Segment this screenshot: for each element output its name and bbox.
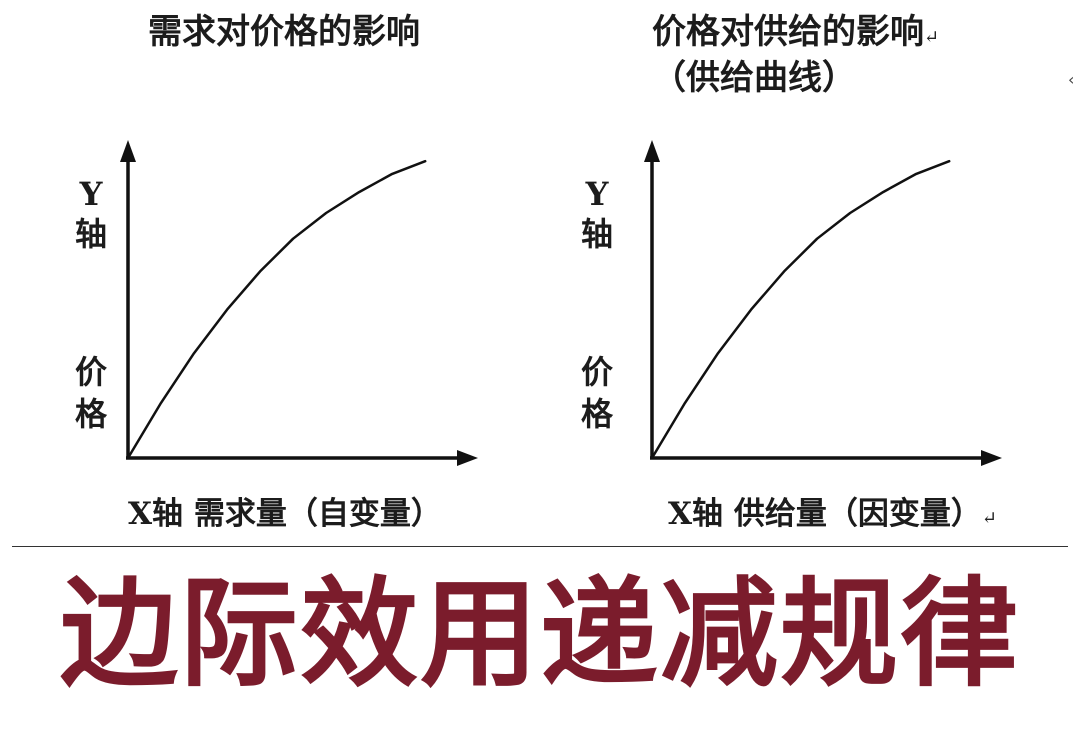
y-axis-label-y: Y (585, 175, 609, 213)
headline: 边际效用递减规律 (59, 565, 1020, 703)
supply-curve (650, 159, 951, 460)
divider-line (12, 546, 1068, 547)
x-axis-arrowhead (457, 450, 478, 466)
y-axis-label-axis: 轴 (580, 215, 613, 253)
demand-curve (126, 159, 427, 460)
return-mark: ↵ (924, 27, 940, 48)
y-axis-label-price: 价 (580, 353, 613, 391)
y-axis-label-grid: 格 (74, 395, 107, 433)
return-mark: ↵ (981, 508, 997, 529)
x-axis-label: X轴 供给量（因变量）↵ (668, 496, 997, 532)
right-chart-title: 价格对供给的影响↵ (652, 12, 940, 52)
x-axis-arrowhead (981, 450, 1002, 466)
x-axis-label: X轴 需求量（自变量） (128, 496, 442, 532)
stray-mark: ‹ (1068, 70, 1075, 89)
left-chart-title: 需求对价格的影响 (148, 12, 420, 52)
y-axis-label-grid: 格 (580, 395, 613, 433)
y-axis-arrowhead (120, 140, 136, 162)
right-chart-subtitle: （供给曲线） (652, 58, 856, 98)
y-axis-label-price: 价 (74, 353, 107, 391)
y-axis-label-y: Y (79, 175, 103, 213)
y-axis-label-axis: 轴 (74, 215, 107, 253)
y-axis-arrowhead (644, 140, 660, 162)
